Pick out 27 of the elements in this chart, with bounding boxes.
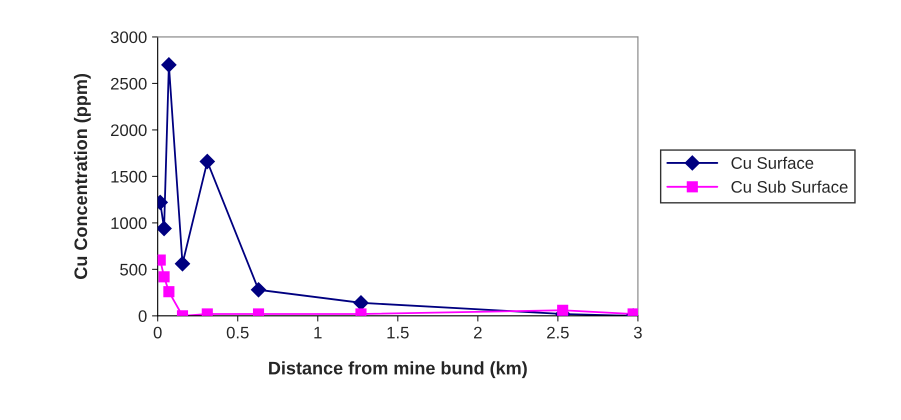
x-axis-title: Distance from mine bund (km)	[269, 361, 527, 378]
y-axis-title: Cu Concentration (ppm)	[74, 74, 91, 279]
y-tick-label: 500	[120, 264, 147, 276]
point	[158, 220, 172, 236]
x-tick-label: 2.5	[547, 326, 569, 338]
y-tick-label: 2000	[111, 124, 147, 136]
y-tick-label: 3000	[110, 31, 147, 44]
x-tick-label: 0	[154, 326, 162, 338]
point	[158, 271, 170, 282]
y-tick-label: 1000	[111, 217, 147, 230]
point	[557, 304, 568, 316]
point	[353, 295, 369, 310]
x-tick-label: 1	[314, 326, 322, 338]
y-tick-label: 1500	[111, 170, 147, 183]
legend-label: Cu Surface	[731, 156, 814, 169]
y-tick-label: 0	[138, 310, 147, 322]
x-tick-label: 1.5	[387, 326, 409, 338]
point	[174, 256, 190, 272]
point	[200, 154, 215, 170]
x-tick-label: 2	[474, 326, 482, 338]
point	[250, 282, 266, 298]
y-tick-label: 2500	[111, 78, 147, 90]
legend-label: Cu Sub Surface	[731, 180, 848, 193]
x-tick-label: 3	[634, 326, 642, 338]
x-tick-label: 0.5	[226, 326, 249, 338]
point	[161, 57, 176, 72]
point	[163, 286, 174, 298]
